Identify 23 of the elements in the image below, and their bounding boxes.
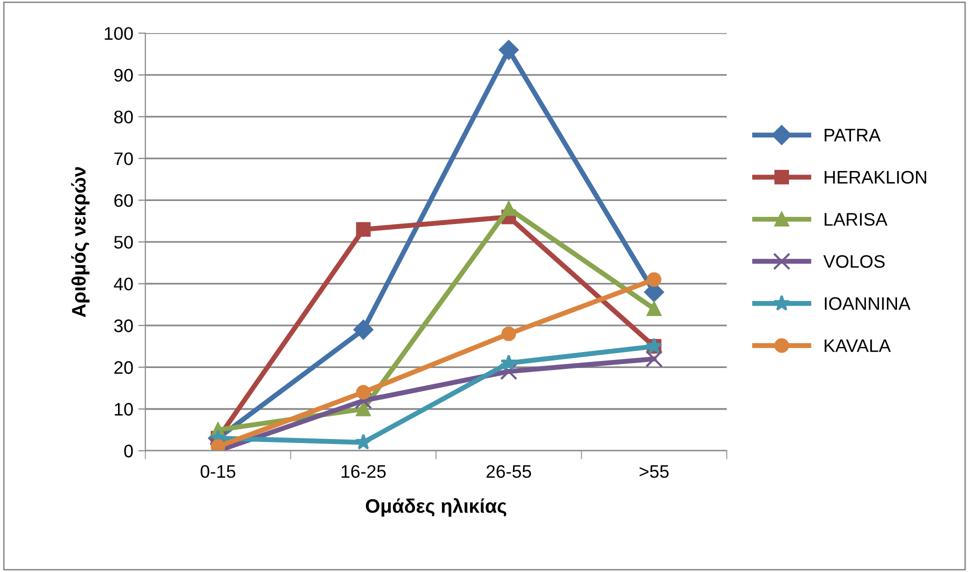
- x-tick-label: 0-15: [200, 465, 236, 478]
- x-tick-label: >55: [640, 465, 669, 478]
- legend-label: KAVALA: [824, 339, 891, 352]
- y-tick-label: 0: [124, 444, 133, 458]
- y-tick-label: 20: [114, 361, 133, 374]
- legend-label: VOLOS: [823, 255, 885, 268]
- y-tick-label: 10: [114, 402, 133, 416]
- y-tick-label: 80: [114, 110, 133, 124]
- y-tick-label: 90: [114, 68, 133, 82]
- y-tick-label: 70: [114, 152, 133, 166]
- y-axis-title: Αριθμός νεκρών: [71, 167, 90, 318]
- legend-label: LARISA: [824, 212, 888, 226]
- legend-label: IOANNINA: [824, 297, 910, 310]
- y-tick-label: 60: [114, 194, 133, 207]
- y-tick-label: 50: [114, 236, 133, 249]
- x-axis-title: Ομάδες ηλικίας: [366, 498, 506, 517]
- y-tick-label: 40: [114, 278, 133, 290]
- y-tick-label: 100: [104, 27, 133, 40]
- y-tick-label: 30: [114, 319, 133, 332]
- legend-label: PATRA: [824, 128, 881, 142]
- x-tick-label: 16-25: [342, 465, 386, 478]
- legend-label: HERAKLION: [824, 170, 926, 184]
- x-tick-label: 26-55: [486, 465, 532, 478]
